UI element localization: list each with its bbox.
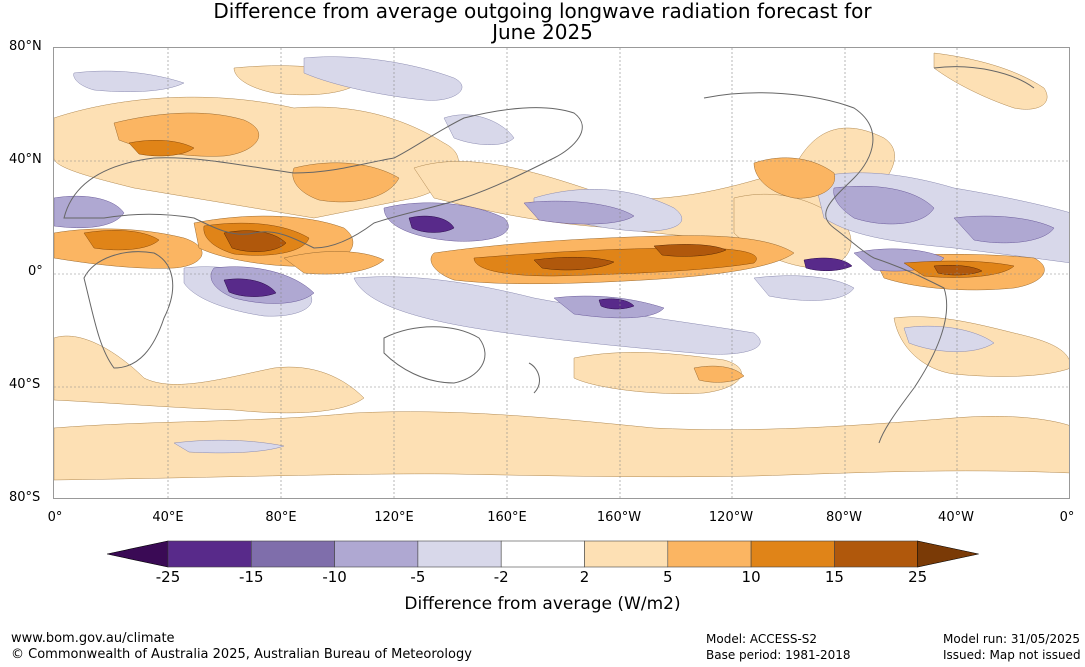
colorbar-tick-label: -15 <box>239 568 264 586</box>
colorbar-tick-label: -5 <box>410 568 426 586</box>
lat-label-40s: 40°S <box>9 377 41 392</box>
map-title-line-1: Difference from average outgoing longwav… <box>213 0 872 23</box>
footer-model-run: Model run: 31/05/2025 <box>943 632 1081 646</box>
colorbar-segment <box>584 540 669 568</box>
footer-copyright: © Commonwealth of Australia 2025, Austra… <box>11 647 472 662</box>
colorbar-tick-label: -10 <box>322 568 347 586</box>
colorbar-tick-label: -2 <box>493 568 509 586</box>
colorbar-tick-label: -25 <box>155 568 181 586</box>
lon-label-40w: 40°W <box>938 510 974 525</box>
colorbar-arrow-high <box>917 540 979 568</box>
colorbar-segment <box>834 540 919 568</box>
anomaly-medium-positive <box>54 112 1045 383</box>
lat-label-80s: 80°S <box>9 490 41 505</box>
lon-label-40e: 40°E <box>152 510 184 525</box>
lon-label-80w: 80°W <box>826 510 862 525</box>
colorbar-segment <box>417 540 502 568</box>
lon-label-120w: 120°W <box>708 510 754 525</box>
olr-anomaly-map <box>53 47 1070 499</box>
colorbar-tick-label: 2 <box>579 568 590 586</box>
map-title-line-2: June 2025 <box>492 20 593 44</box>
colorbar-tick-label: 15 <box>824 568 844 586</box>
anomaly-strong-negative <box>223 215 853 310</box>
colorbar-label: Difference from average (W/m2) <box>404 594 681 614</box>
anomaly-very-strong-positive <box>223 230 983 276</box>
colorbar-tick-label: 25 <box>908 568 928 586</box>
footer-base-period: Base period: 1981-2018 <box>706 648 851 662</box>
lon-label-0-right: 0° <box>1059 510 1075 525</box>
lon-label-160w: 160°W <box>596 510 642 525</box>
colorbar-segment <box>167 540 252 568</box>
colorbar-arrow-low <box>107 540 169 568</box>
lat-label-equator: 0° <box>28 264 43 279</box>
lon-label-120e: 120°E <box>374 510 414 525</box>
colorbar-segment <box>500 540 585 568</box>
footer-model: Model: ACCESS-S2 <box>706 632 818 646</box>
colorbar-segment <box>667 540 752 568</box>
colorbar-segment <box>251 540 335 568</box>
footer-website: www.bom.gov.au/climate <box>11 631 175 646</box>
graticule <box>54 48 1069 498</box>
colorbar-tick-label: 10 <box>741 568 761 586</box>
lat-label-80n: 80°N <box>9 39 42 54</box>
lon-label-160e: 160°E <box>487 510 527 525</box>
colorbar <box>107 540 979 568</box>
footer-issued: Issued: Map not issued <box>943 648 1081 662</box>
colorbar-tick-label: 5 <box>663 568 673 586</box>
colorbar-segment <box>334 540 419 568</box>
map-canvas <box>54 48 1069 498</box>
lat-label-40n: 40°N <box>9 152 42 167</box>
lon-label-0-left: 0° <box>47 510 63 525</box>
colorbar-segment <box>750 540 835 568</box>
lon-label-80e: 80°E <box>265 510 297 525</box>
